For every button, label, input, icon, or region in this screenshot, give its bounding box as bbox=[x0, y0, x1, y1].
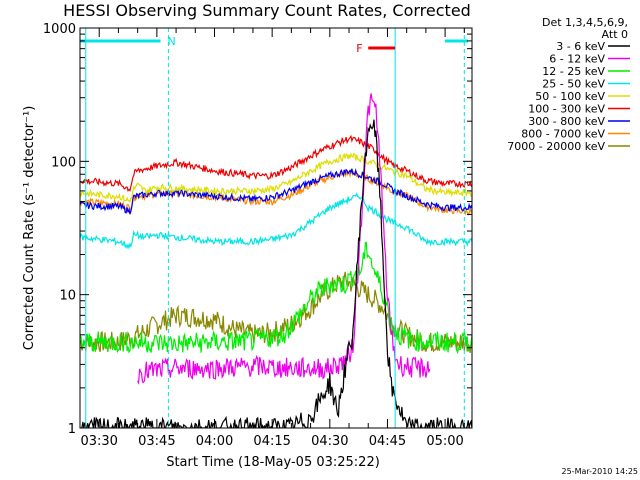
legend-entry-label: 7000 - 20000 keV bbox=[507, 140, 605, 153]
series-line-100-300-kev bbox=[80, 134, 472, 192]
chart-title: HESSI Observing Summary Count Rates, Cor… bbox=[63, 1, 471, 20]
legend-entry-label: 25 - 50 keV bbox=[542, 78, 605, 91]
legend-entry-label: 300 - 800 keV bbox=[528, 115, 605, 128]
plot-frame bbox=[79, 27, 473, 429]
legend-entry-label: 12 - 25 keV bbox=[542, 65, 605, 78]
legend-entry-label: 100 - 300 keV bbox=[528, 103, 605, 116]
y-tick-label: 1000 bbox=[43, 22, 76, 37]
y-axis: 1 10 100 1000 bbox=[43, 22, 472, 437]
x-tick-label: 05:00 bbox=[426, 434, 463, 449]
x-tick-label: 04:30 bbox=[311, 434, 348, 449]
legend-entry-label: 50 - 100 keV bbox=[535, 90, 605, 103]
y-tick-label: 100 bbox=[51, 155, 76, 170]
series-line-300-800-kev bbox=[80, 168, 472, 215]
x-axis-label: Start Time (18-May-05 03:25:22) bbox=[166, 455, 380, 470]
series-line-50-100-kev bbox=[80, 152, 472, 203]
flare-flag-label: F bbox=[356, 42, 362, 55]
x-axis: 03:30 03:45 04:00 04:15 04:30 04:45 05:00 bbox=[80, 28, 465, 449]
x-tick-label: 04:15 bbox=[253, 434, 290, 449]
y-axis-label: Corrected Count Rate (s⁻¹ detector⁻¹) bbox=[22, 106, 37, 351]
series-line-6-12-kev bbox=[137, 93, 431, 386]
legend-header: Det 1,3,4,5,6,9, bbox=[542, 16, 628, 29]
date-stamp: 25-Mar-2010 14:25 bbox=[562, 467, 639, 476]
x-tick-label: 04:00 bbox=[196, 434, 233, 449]
legend-entry-label: 6 - 12 keV bbox=[549, 53, 605, 66]
series-line-25-50-kev bbox=[80, 192, 472, 250]
legend-entry-label: 800 - 7000 keV bbox=[521, 128, 605, 141]
y-tick-label: 1 bbox=[68, 422, 76, 437]
legend-entry-label: 3 - 6 keV bbox=[556, 40, 605, 53]
x-tick-label: 03:30 bbox=[80, 434, 117, 449]
legend-header: Att 0 bbox=[602, 28, 628, 41]
x-tick-label: 03:45 bbox=[138, 434, 175, 449]
plot-overlays: NF bbox=[80, 28, 468, 428]
series-line-12-25-kev bbox=[80, 241, 472, 355]
series-line-800-7000-kev bbox=[80, 169, 472, 216]
series-line-7000-20000-kev bbox=[80, 271, 472, 353]
y-tick-label: 10 bbox=[59, 289, 76, 304]
night-flag-label: N bbox=[168, 35, 176, 48]
x-tick-label: 04:45 bbox=[369, 434, 406, 449]
